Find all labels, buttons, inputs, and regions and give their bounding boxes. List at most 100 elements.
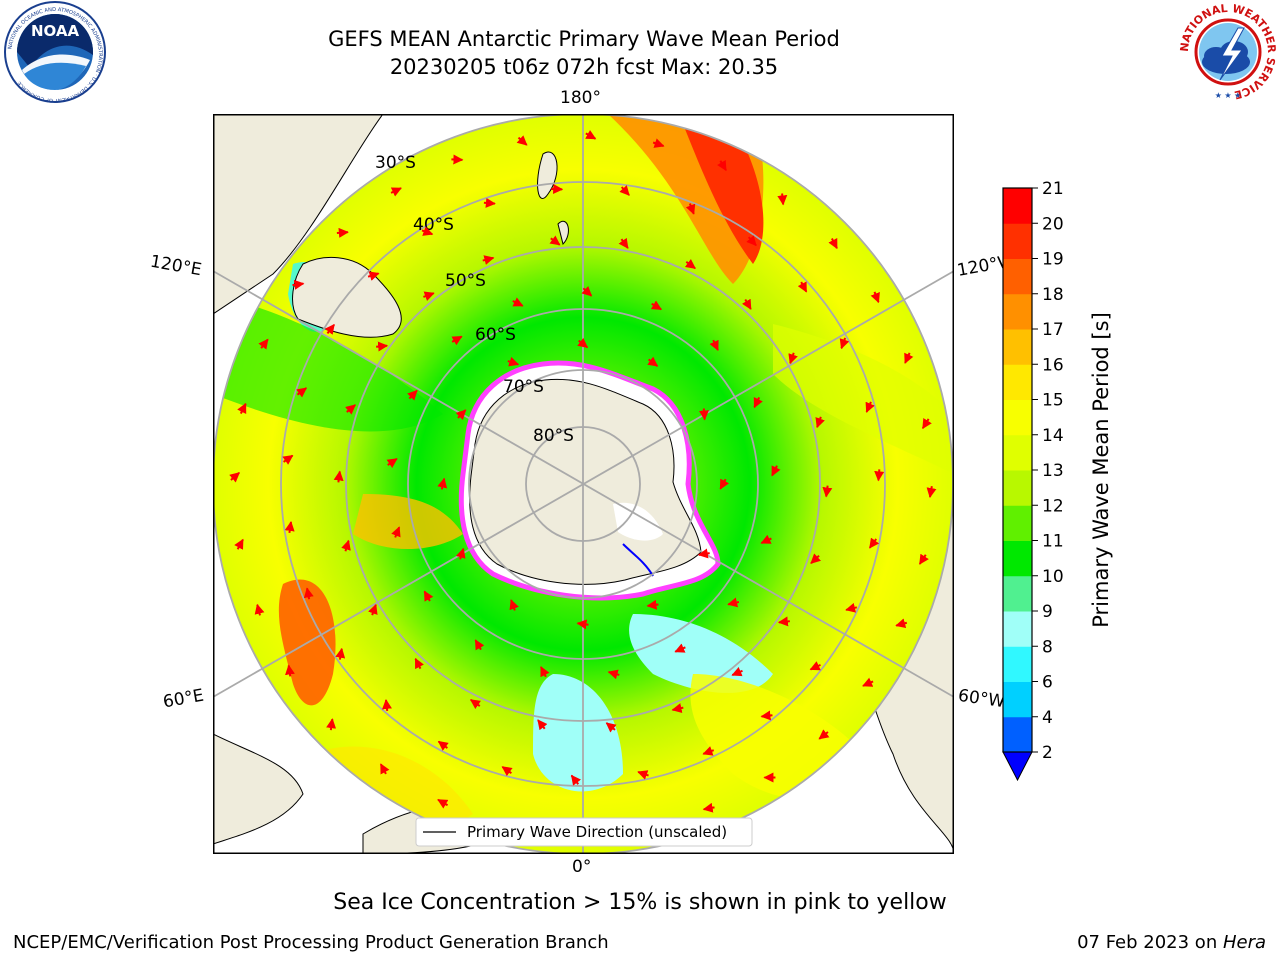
wave-arrow <box>516 135 528 146</box>
wave-arrow <box>537 719 548 731</box>
colorbar-swatch <box>1003 716 1032 753</box>
wave-arrow <box>618 237 629 249</box>
wave-arrow <box>540 666 550 678</box>
wave-arrow <box>697 548 710 559</box>
wave-arrow <box>746 235 757 247</box>
colorbar-tick-label: 2 <box>1042 743 1053 763</box>
wave-arrow <box>335 647 346 660</box>
wave-arrow <box>862 677 874 687</box>
colorbar-tick-label: 19 <box>1042 250 1064 270</box>
colorbar-swatch <box>1003 258 1032 295</box>
wave-arrow <box>390 187 402 197</box>
wave-arrow <box>501 766 513 777</box>
colorbar-tick-label: 15 <box>1042 391 1064 411</box>
wave-direction-arrows <box>229 130 937 813</box>
wave-arrow <box>376 341 389 352</box>
wave-arrow <box>822 485 833 498</box>
colorbar-tick-label: 6 <box>1042 673 1053 693</box>
wave-arrow <box>918 553 929 565</box>
colorbar-tick-label: 11 <box>1042 532 1064 552</box>
lat-label-80s: 80°S <box>533 426 574 446</box>
wave-arrow <box>797 281 808 293</box>
wave-arrow <box>607 669 620 680</box>
lon-label-120e: 120°E <box>148 251 204 281</box>
footer-date-text: 07 Feb 2023 on <box>1077 932 1223 953</box>
wave-arrow <box>455 409 467 421</box>
wave-arrow <box>229 472 240 483</box>
wave-arrow <box>652 138 665 148</box>
legend-box <box>415 817 753 847</box>
wave-arrow <box>809 661 821 671</box>
wave-arrow <box>741 298 752 310</box>
wave-arrow <box>895 618 908 629</box>
colorbar-label: Primary Wave Mean Period [s] <box>1089 312 1113 628</box>
colorbar-swatch <box>1003 681 1032 718</box>
wave-arrow <box>292 279 305 290</box>
wave-arrow <box>926 486 937 499</box>
lon-label-180: 180° <box>560 88 601 108</box>
colorbar-swatch <box>1003 434 1032 471</box>
colorbar-tick-label: 4 <box>1042 708 1053 728</box>
wave-arrow <box>407 389 418 401</box>
wave-arrow <box>702 802 715 813</box>
wave-arrow <box>685 203 696 215</box>
colorbar-tick-label: 16 <box>1042 355 1064 375</box>
colorbar-swatch <box>1003 223 1032 259</box>
wave-arrow <box>367 271 380 281</box>
footer-credit: NCEP/EMC/Verification Post Processing Pr… <box>13 932 609 953</box>
colorbar-swatch <box>1003 470 1032 506</box>
colorbar-swatch <box>1003 646 1032 682</box>
noaa-wordmark: NOAA <box>31 22 80 40</box>
wave-arrow <box>727 597 740 608</box>
wave-arrow <box>581 286 593 297</box>
wave-arrow <box>455 547 466 560</box>
lat-label-40s: 40°S <box>413 215 454 235</box>
wave-arrow <box>698 408 709 421</box>
wave-arrow <box>437 798 449 809</box>
colorbar-tick-label: 18 <box>1042 285 1064 305</box>
wave-arrow <box>815 416 825 429</box>
colorbar-tick-label: 10 <box>1042 567 1064 587</box>
wave-arrow <box>296 387 308 398</box>
wave-arrow <box>650 300 663 311</box>
wave-arrow <box>345 404 356 415</box>
wave-arrow <box>234 538 244 550</box>
wave-arrow <box>753 396 763 409</box>
wave-arrow <box>512 297 524 307</box>
wave-arrow <box>868 537 880 549</box>
colorbar-swatch <box>1003 611 1032 647</box>
wave-arrow <box>437 477 448 490</box>
wave-arrow <box>474 639 485 651</box>
wave-arrow <box>254 603 265 616</box>
wave-arrow <box>509 599 519 611</box>
colorbar-swatch <box>1003 329 1032 365</box>
wave-arrow <box>771 465 781 477</box>
wave-arrow <box>326 718 337 731</box>
colorbar: 2 4 6 8 9 10 11 12 13 14 15 16 17 18 19 20 21 Primary Wa… <box>1002 180 1113 782</box>
wave-arrow <box>282 454 294 465</box>
colorbar-extend-min <box>1002 751 1033 782</box>
legend-label: Primary Wave Direction (unscaled) <box>467 823 727 841</box>
colorbar-swatch <box>1003 364 1032 400</box>
colorbar-swatch <box>1003 540 1032 577</box>
wave-arrow <box>324 323 335 335</box>
colorbar-tick-label: 9 <box>1042 602 1053 622</box>
wave-arrow <box>421 226 434 236</box>
wave-arrow <box>874 469 885 482</box>
wave-arrow <box>760 710 773 721</box>
wave-arrow <box>777 616 790 627</box>
wave-arrow <box>845 602 858 613</box>
wave-arrow <box>469 698 482 710</box>
wave-arrow <box>414 657 425 670</box>
wave-arrow <box>382 699 392 712</box>
wave-arrow <box>482 255 495 265</box>
wave-arrow <box>368 603 378 616</box>
colorbar-swatches <box>1003 188 1032 753</box>
wave-arrow <box>341 539 351 552</box>
wave-arrow <box>865 401 875 413</box>
wave-arrow <box>483 197 496 208</box>
wave-arrow <box>731 666 743 677</box>
wave-arrow <box>336 227 349 238</box>
lon-label-60e: 60°E <box>161 685 206 713</box>
colorbar-tick-label: 17 <box>1042 320 1064 340</box>
